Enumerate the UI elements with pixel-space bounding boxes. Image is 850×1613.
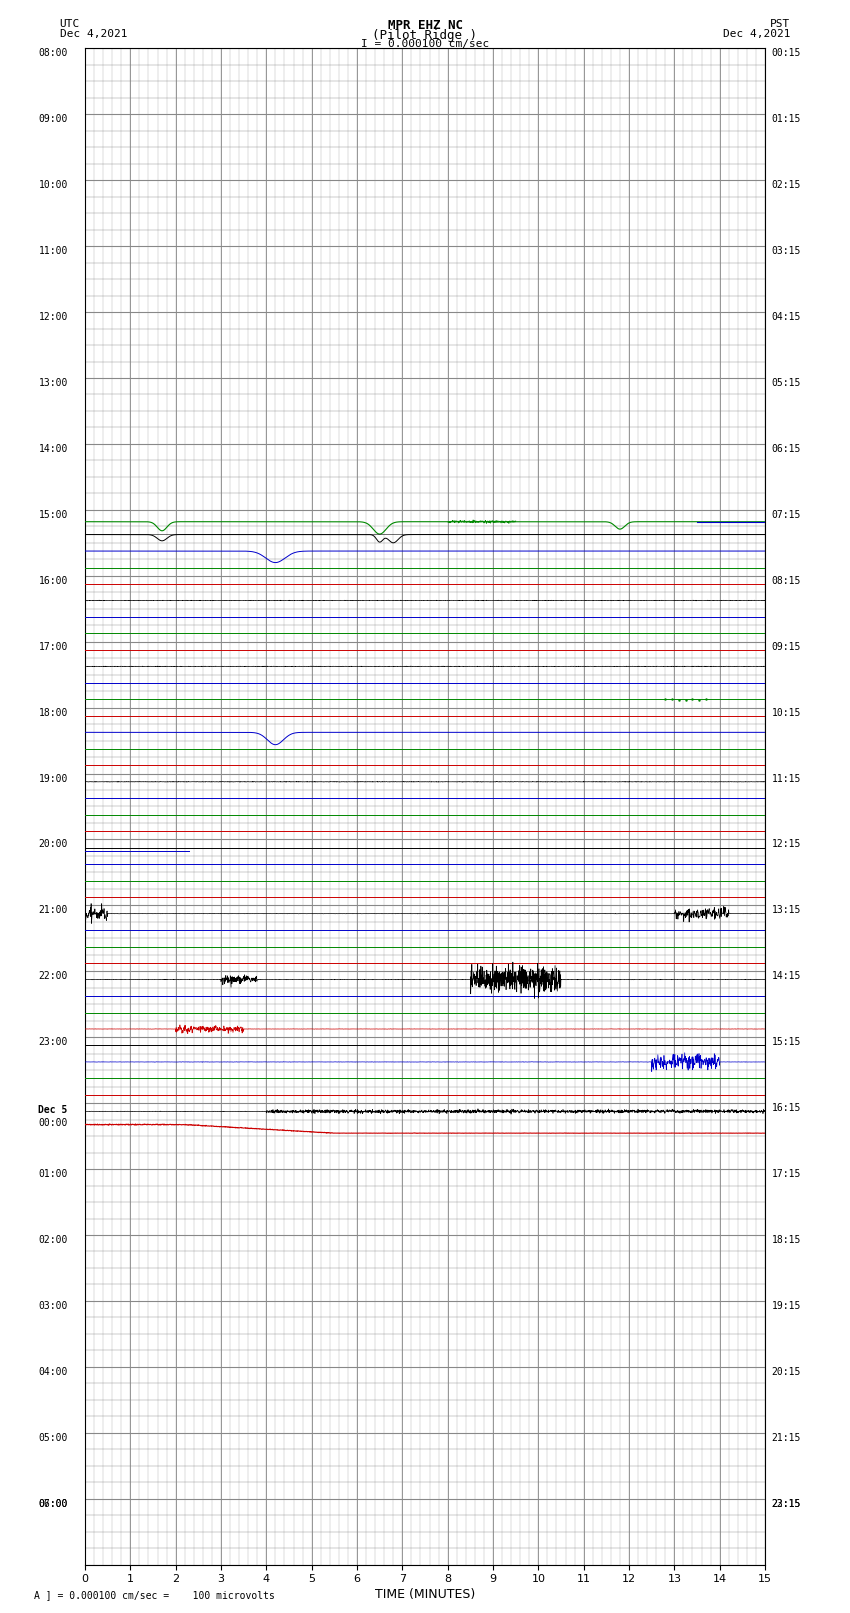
Text: 02:00: 02:00 xyxy=(38,1236,68,1245)
Text: 00:00: 00:00 xyxy=(38,1118,68,1127)
Text: 19:00: 19:00 xyxy=(38,774,68,784)
Text: 22:15: 22:15 xyxy=(772,1498,802,1508)
Text: 20:15: 20:15 xyxy=(772,1366,802,1378)
Text: 18:15: 18:15 xyxy=(772,1236,802,1245)
Text: 14:00: 14:00 xyxy=(38,444,68,453)
Text: 02:15: 02:15 xyxy=(772,181,802,190)
Text: 16:00: 16:00 xyxy=(38,576,68,586)
Text: 01:00: 01:00 xyxy=(38,1169,68,1179)
Text: 18:00: 18:00 xyxy=(38,708,68,718)
Text: 05:00: 05:00 xyxy=(38,1432,68,1442)
Text: 03:00: 03:00 xyxy=(38,1302,68,1311)
Text: Dec 4,2021: Dec 4,2021 xyxy=(723,29,791,39)
Text: 14:15: 14:15 xyxy=(772,971,802,981)
Text: 23:00: 23:00 xyxy=(38,1037,68,1047)
Text: 08:15: 08:15 xyxy=(772,576,802,586)
Text: 07:00: 07:00 xyxy=(38,1498,68,1508)
Text: 06:15: 06:15 xyxy=(772,444,802,453)
Text: UTC: UTC xyxy=(60,19,80,29)
Text: 09:15: 09:15 xyxy=(772,642,802,652)
Text: A ] = 0.000100 cm/sec =    100 microvolts: A ] = 0.000100 cm/sec = 100 microvolts xyxy=(34,1590,275,1600)
Text: Dec 4,2021: Dec 4,2021 xyxy=(60,29,127,39)
Text: 23:15: 23:15 xyxy=(772,1498,802,1508)
Text: (Pilot Ridge ): (Pilot Ridge ) xyxy=(372,29,478,42)
Text: 19:15: 19:15 xyxy=(772,1302,802,1311)
Text: 17:00: 17:00 xyxy=(38,642,68,652)
Text: 17:15: 17:15 xyxy=(772,1169,802,1179)
Text: Dec 5: Dec 5 xyxy=(38,1105,68,1115)
Text: 10:15: 10:15 xyxy=(772,708,802,718)
Text: 11:00: 11:00 xyxy=(38,247,68,256)
Text: I = 0.000100 cm/sec: I = 0.000100 cm/sec xyxy=(361,39,489,48)
Text: 20:00: 20:00 xyxy=(38,839,68,850)
Text: 07:15: 07:15 xyxy=(772,510,802,519)
Text: 21:15: 21:15 xyxy=(772,1432,802,1442)
Text: 12:15: 12:15 xyxy=(772,839,802,850)
Text: 06:00: 06:00 xyxy=(38,1498,68,1508)
Text: 12:00: 12:00 xyxy=(38,311,68,323)
Text: 03:15: 03:15 xyxy=(772,247,802,256)
Text: 15:00: 15:00 xyxy=(38,510,68,519)
Text: 13:00: 13:00 xyxy=(38,377,68,389)
Text: 00:15: 00:15 xyxy=(772,48,802,58)
Text: 04:15: 04:15 xyxy=(772,311,802,323)
Text: 05:15: 05:15 xyxy=(772,377,802,389)
Text: 15:15: 15:15 xyxy=(772,1037,802,1047)
Text: 10:00: 10:00 xyxy=(38,181,68,190)
Text: 16:15: 16:15 xyxy=(772,1103,802,1113)
Text: MPR EHZ NC: MPR EHZ NC xyxy=(388,19,462,32)
Text: 13:15: 13:15 xyxy=(772,905,802,916)
Text: 21:00: 21:00 xyxy=(38,905,68,916)
Text: PST: PST xyxy=(770,19,790,29)
Text: 09:00: 09:00 xyxy=(38,115,68,124)
X-axis label: TIME (MINUTES): TIME (MINUTES) xyxy=(375,1589,475,1602)
Text: 22:00: 22:00 xyxy=(38,971,68,981)
Text: 01:15: 01:15 xyxy=(772,115,802,124)
Text: 04:00: 04:00 xyxy=(38,1366,68,1378)
Text: 08:00: 08:00 xyxy=(38,48,68,58)
Text: 11:15: 11:15 xyxy=(772,774,802,784)
